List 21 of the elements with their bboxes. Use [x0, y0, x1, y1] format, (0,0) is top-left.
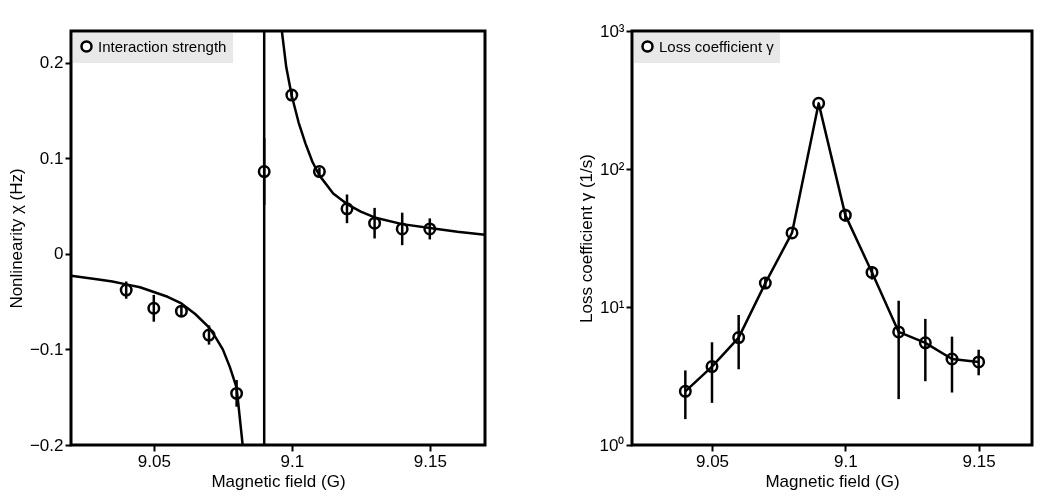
- x-tick-label: 9.15: [413, 451, 447, 471]
- y-tick-label: 10⁰: [599, 435, 625, 455]
- y-tick-label: 0.1: [39, 148, 64, 168]
- x-tick-label: 9.1: [834, 451, 858, 471]
- x-tick-label: 9.1: [280, 451, 305, 471]
- y-tick-label: 10¹: [599, 297, 625, 317]
- legend-label: Interaction strength: [98, 37, 227, 55]
- y-tick-label: 0.2: [39, 53, 64, 73]
- x-tick-label: 9.15: [962, 451, 996, 471]
- x-axis-title: Magnetic field (G): [211, 471, 346, 491]
- x-tick-label: 9.05: [695, 451, 730, 471]
- y-tick-label: −0.1: [29, 339, 64, 359]
- x-tick-label: 9.05: [137, 451, 171, 471]
- y-axis-title: Loss coefficient γ (1/s): [576, 154, 596, 323]
- y-axis-title: Nonlinearity χ (Hz): [6, 168, 26, 309]
- y-tick-label: 10³: [599, 21, 625, 41]
- x-axis-title: Magnetic field (G): [765, 471, 900, 491]
- legend-label: Loss coefficient γ: [659, 37, 775, 55]
- y-tick-label: 10²: [599, 159, 625, 179]
- y-tick-label: 0: [54, 244, 64, 264]
- y-tick-label: −0.2: [29, 435, 64, 455]
